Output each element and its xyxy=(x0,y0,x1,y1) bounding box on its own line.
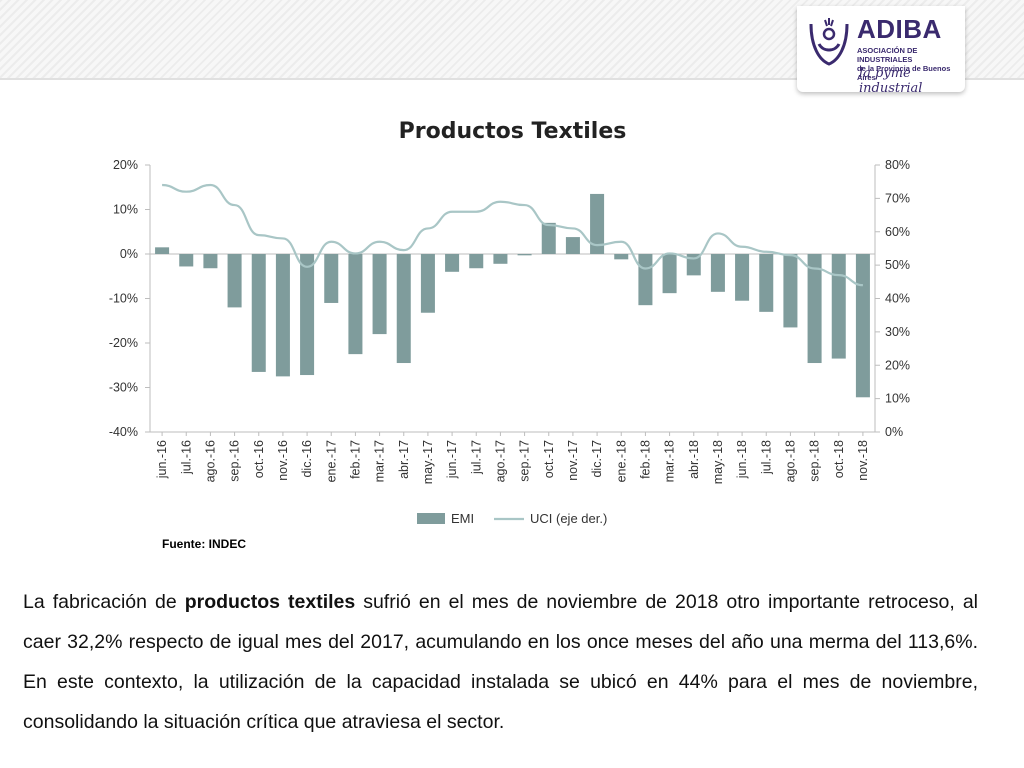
bar-emi xyxy=(638,254,653,306)
x-tick-label: mar.-18 xyxy=(663,440,677,482)
bar-emi xyxy=(541,222,556,254)
bar-emi xyxy=(445,254,460,272)
brand-tagline: la pyme industrial xyxy=(859,66,923,96)
bar-emi xyxy=(759,254,774,312)
x-tick-label: feb.-18 xyxy=(638,440,652,479)
legend-uci-label: UCI (eje der.) xyxy=(530,511,607,526)
source-note: Fuente: INDEC xyxy=(162,537,246,551)
y-right-tick-label: 10% xyxy=(885,392,910,406)
bar-emi xyxy=(517,254,532,256)
bar-emi xyxy=(251,254,266,372)
paragraph-bold: productos textiles xyxy=(184,591,356,613)
x-tick-label: ene.-18 xyxy=(614,440,628,482)
y-right-tick-label: 50% xyxy=(885,258,910,272)
x-tick-label: feb.-17 xyxy=(348,440,362,479)
x-tick-label: oct.-18 xyxy=(832,440,846,478)
y-right-tick-label: 0% xyxy=(885,425,903,439)
y-right-tick-label: 20% xyxy=(885,358,910,372)
x-tick-label: abr.-18 xyxy=(687,440,701,479)
bar-emi xyxy=(565,237,580,254)
bar-emi xyxy=(855,254,870,398)
brand-subtitle-line1: ASOCIACIÓN DE INDUSTRIALES xyxy=(857,46,918,64)
line-uci xyxy=(162,183,863,287)
x-tick-label: jun.-18 xyxy=(735,440,749,479)
x-tick-label: mar.-17 xyxy=(373,440,387,482)
x-tick-label: nov.-16 xyxy=(276,440,290,481)
x-tick-label: abr.-17 xyxy=(397,440,411,479)
bar-emi xyxy=(372,254,387,335)
y-left-tick-label: -40% xyxy=(109,425,138,439)
x-tick-label: nov.-17 xyxy=(566,440,580,481)
y-right-tick-label: 70% xyxy=(885,191,910,205)
brand-subtitle-line2: de la Provincia de Buenos Aires xyxy=(857,64,951,82)
bar-emi xyxy=(203,254,218,269)
bar-emi xyxy=(783,254,798,328)
bar-emi xyxy=(662,254,677,294)
y-left-tick-label: -20% xyxy=(109,336,138,350)
chart-title: Productos Textiles xyxy=(399,119,627,144)
bar-emi xyxy=(275,254,290,377)
bar-emi xyxy=(179,254,194,267)
y-right-tick-label: 40% xyxy=(885,292,910,306)
bar-emi xyxy=(710,254,725,292)
chart-container: Productos Textiles 20% 10% 0% -10% -20% -30% -4… xyxy=(90,110,940,535)
bar-emi xyxy=(493,254,508,264)
y-left-tick-label: -30% xyxy=(109,381,138,395)
y-right-tick-label: 60% xyxy=(885,225,910,239)
brand-logo: ADIBA ASOCIACIÓN DE INDUSTRIALES de la P… xyxy=(797,6,965,96)
y-left-tick-label: 10% xyxy=(113,203,138,217)
bar-emi xyxy=(469,254,484,269)
adiba-emblem-icon xyxy=(809,18,849,66)
x-tick-label: jul.-17 xyxy=(469,440,483,475)
legend-emi-label: EMI xyxy=(451,511,474,526)
x-tick-label: jul.-16 xyxy=(179,440,193,475)
y-right-tick-label: 80% xyxy=(885,158,910,172)
paragraph-text-1: La fabricación de xyxy=(23,591,185,613)
bar-emi xyxy=(300,254,315,376)
y-left-tick-label: -10% xyxy=(109,292,138,306)
x-tick-label: sep.-17 xyxy=(518,440,532,482)
bar-emi xyxy=(155,247,170,254)
bar-emi xyxy=(590,193,605,254)
x-tick-label: oct.-16 xyxy=(252,440,266,478)
x-tick-label: dic.-16 xyxy=(300,440,314,478)
bar-emi xyxy=(614,254,629,260)
legend-emi-swatch xyxy=(417,513,445,524)
x-tick-label: may.-18 xyxy=(711,440,725,484)
x-tick-label: jul.-18 xyxy=(759,440,773,475)
bar-emi xyxy=(831,254,846,359)
x-tick-label: jun.-16 xyxy=(155,440,169,479)
brand-subtitle: ASOCIACIÓN DE INDUSTRIALES de la Provinc… xyxy=(857,46,961,82)
bar-emi xyxy=(420,254,435,313)
body-paragraph: La fabricación de productos textiles suf… xyxy=(23,582,978,742)
x-tick-label: may.-17 xyxy=(421,440,435,484)
bar-emi xyxy=(348,254,363,355)
y-left-tick-label: 0% xyxy=(120,247,138,261)
textiles-chart: Productos Textiles 20% 10% 0% -10% -20% -30% -4… xyxy=(109,119,910,526)
x-tick-label: ago.-18 xyxy=(783,440,797,482)
y-left-tick-label: 20% xyxy=(113,158,138,172)
paragraph-text-2: sufrió en el mes de noviembre de 2018 ot… xyxy=(23,591,978,733)
bar-emi xyxy=(227,254,242,308)
bar-emi xyxy=(396,254,411,364)
x-tick-label: sep.-16 xyxy=(228,440,242,482)
bar-emi xyxy=(807,254,822,364)
x-tick-label: jun.-17 xyxy=(445,440,459,479)
x-tick-label: nov.-18 xyxy=(856,440,870,481)
brand-name: ADIBA xyxy=(857,14,942,44)
x-tick-label: ago.-16 xyxy=(203,440,217,482)
x-tick-label: oct.-17 xyxy=(542,440,556,478)
bar-emi xyxy=(735,254,750,301)
bar-emi xyxy=(324,254,339,303)
x-tick-label: ene.-17 xyxy=(324,440,338,482)
x-tick-label: dic.-17 xyxy=(590,440,604,478)
x-tick-label: ago.-17 xyxy=(493,440,507,482)
x-tick-label: sep.-18 xyxy=(808,440,822,482)
y-right-tick-label: 30% xyxy=(885,325,910,339)
